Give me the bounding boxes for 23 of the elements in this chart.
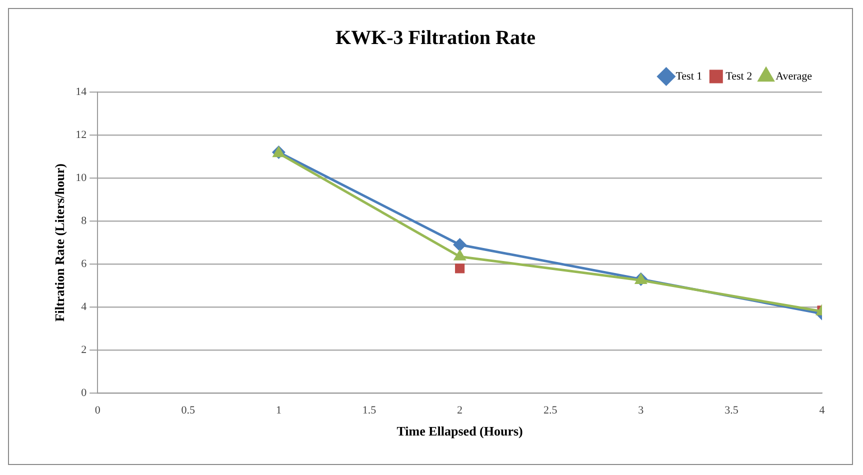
x-tick-label: 1.5 [362, 404, 377, 417]
y-axis-title: Filtration Rate (Liters/hour) [52, 164, 68, 322]
legend-label: Average [776, 70, 812, 82]
legend-label: Test 1 [676, 70, 702, 82]
y-tick-label: 0 [81, 387, 88, 400]
x-tick-label: 1 [276, 404, 282, 417]
y-tick-label: 4 [81, 301, 88, 314]
legend-label: Test 2 [726, 70, 752, 82]
y-tick-label: 12 [76, 128, 87, 141]
x-tick-label: 0 [94, 404, 101, 417]
y-tick-label: 10 [76, 172, 88, 184]
y-tick-label: 8 [81, 214, 88, 227]
y-tick-label: 2 [81, 344, 87, 356]
chart-title: KWK-3 Filtration Rate [336, 27, 536, 50]
x-axis-title: Time Ellapsed (Hours) [396, 424, 523, 439]
x-tick-label: 4 [819, 404, 826, 417]
y-tick-label: 6 [81, 258, 88, 270]
x-tick-label: 3 [638, 404, 644, 417]
y-tick-label: 14 [76, 86, 88, 98]
x-tick-label: 2.5 [543, 404, 558, 417]
x-tick-label: 0.5 [181, 404, 196, 417]
x-tick-label: 3.5 [724, 404, 739, 417]
x-tick-label: 2 [457, 404, 463, 417]
